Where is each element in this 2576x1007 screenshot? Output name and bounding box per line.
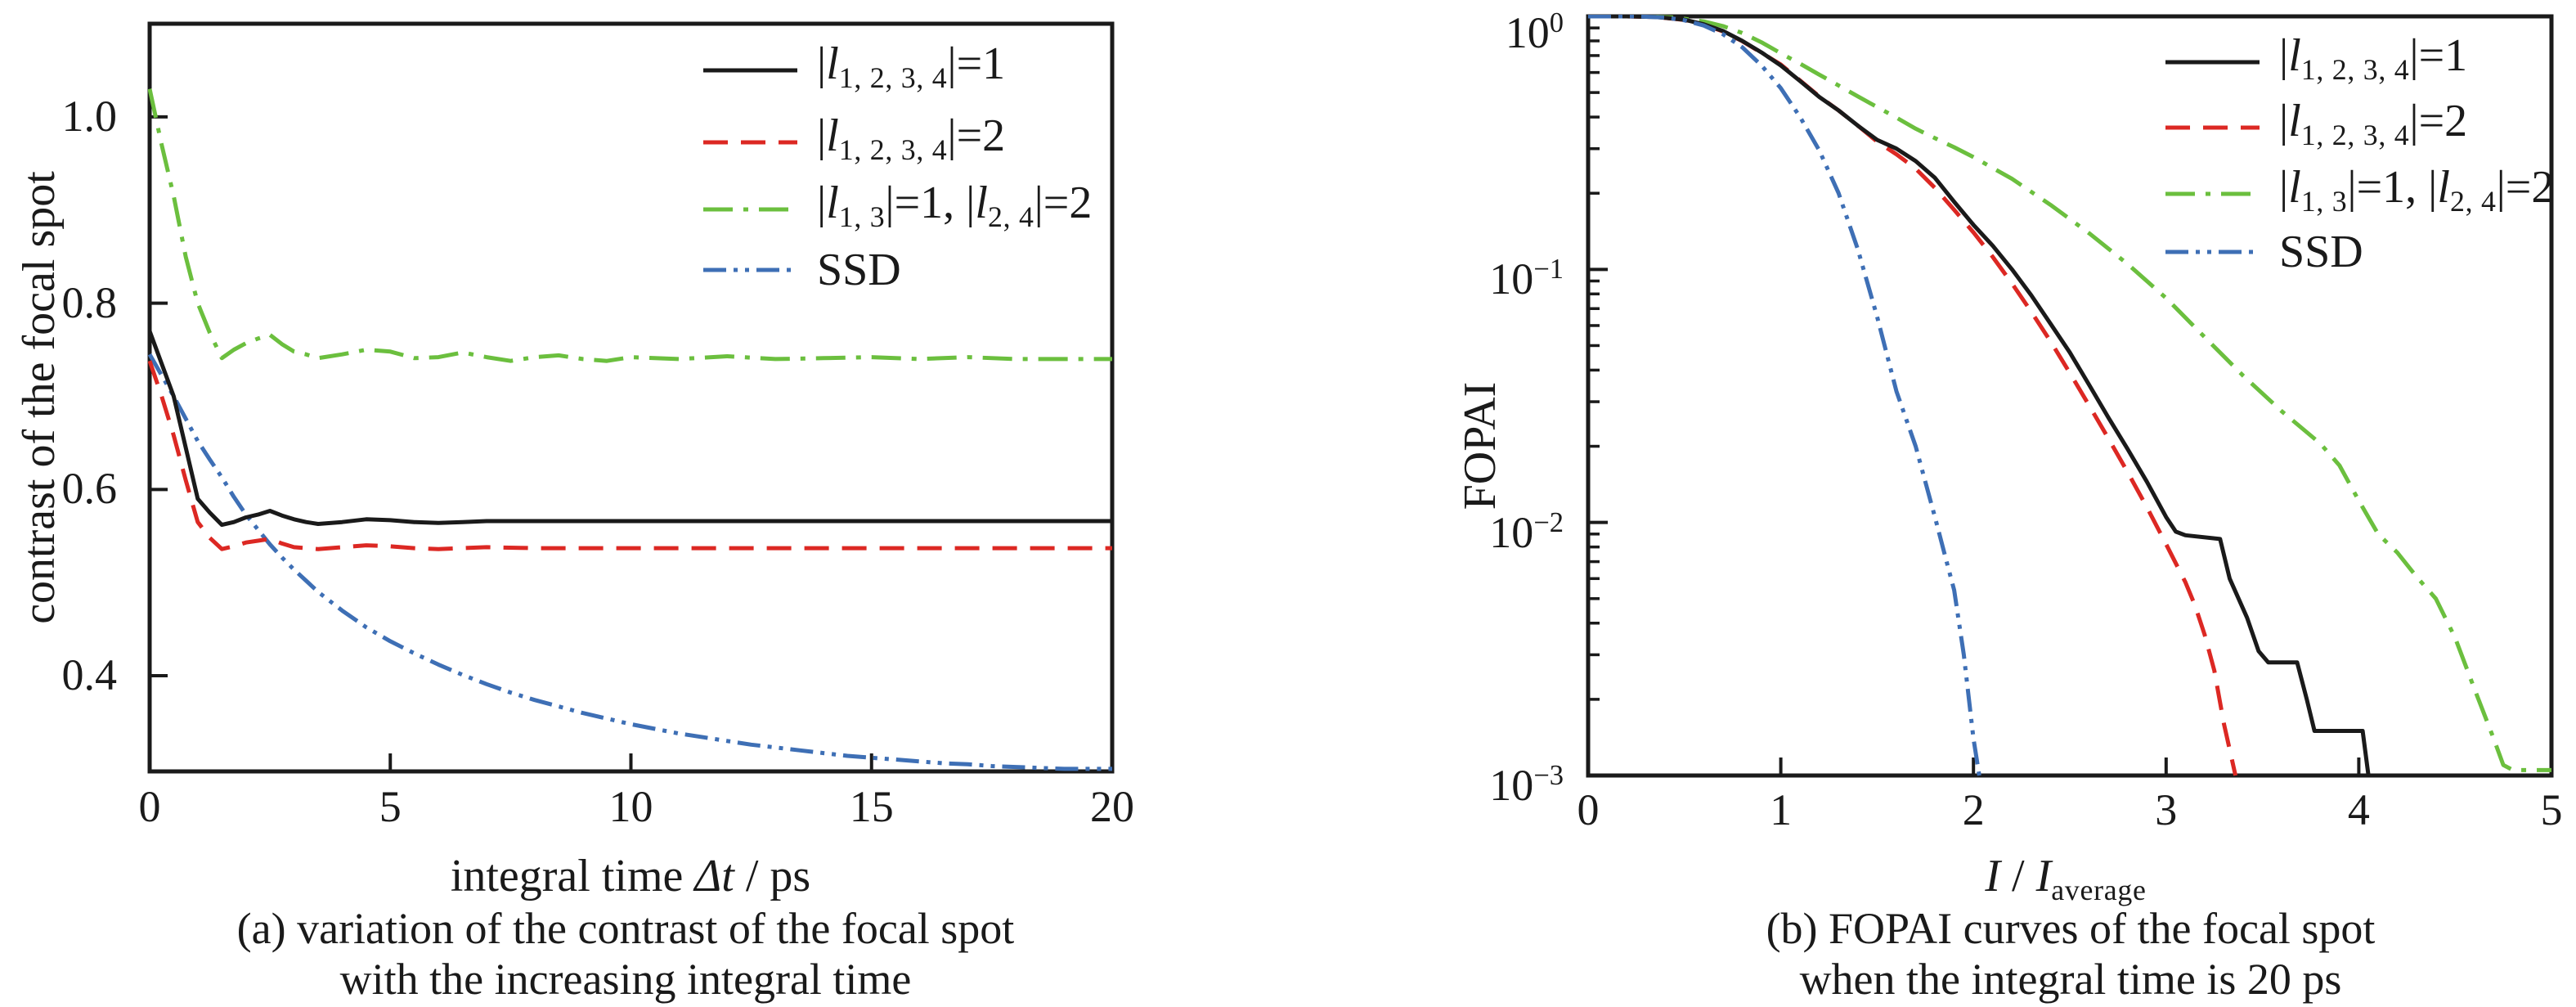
panel-a-xtick-label: 15 (849, 782, 894, 831)
legend-b-line-dashdot (2165, 191, 2260, 196)
legend-b-item-1: |l1, 2, 3, 4|=1 (2165, 32, 2467, 88)
legend-b-item-4: SSD (2165, 227, 2363, 277)
series-b-line2 (1588, 15, 2238, 776)
legend-b-label-4: SSD (2279, 227, 2363, 277)
panel-a-ytick-label: 0.8 (61, 278, 118, 327)
series-b-line1 (1588, 15, 2371, 776)
series-b-ssd (1588, 15, 1981, 776)
series-a-line1 (148, 330, 1112, 528)
legend-a-line-dashdot (703, 207, 797, 212)
legend-a-label-3: |l1, 3|=1, |l2, 4|=2 (817, 177, 1093, 233)
panel-a-xtick-label: 5 (379, 782, 402, 831)
panel-a-ytick-label: 0.6 (61, 464, 118, 513)
legend-a-label-2: |l1, 2, 3, 4|=2 (817, 110, 1006, 166)
legend-a-item-1: |l1, 2, 3, 4|=1 (703, 40, 1005, 96)
series-a-line3 (148, 88, 1112, 363)
legend-b-item-3: |l1, 3|=1, |l2, 4|=2 (2165, 164, 2554, 219)
panel-b-xtick-label: 1 (1770, 785, 1793, 834)
panel-b-ytick-label: 10−2 (1489, 507, 1564, 557)
legend-b-label-1: |l1, 2, 3, 4|=1 (2279, 29, 2468, 86)
legend-a-line-solid (703, 68, 797, 73)
panel-a-xlabel: integral time Δt / ps (450, 851, 811, 901)
panel-b-xtick-label: 2 (1962, 785, 1985, 834)
panel-a-ytick-label: 1.0 (61, 92, 118, 141)
legend-b-label-2: |l1, 2, 3, 4|=2 (2279, 95, 2468, 151)
series-a-line2 (148, 360, 1112, 551)
series-b-line3 (1588, 15, 2551, 772)
series-a-ssd (148, 353, 1112, 771)
legend-a-item-2: |l1, 2, 3, 4|=2 (703, 112, 1005, 168)
legend-a-item-3: |l1, 3|=1, |l2, 4|=2 (703, 179, 1092, 235)
panel-b-caption-line2: when the integral time is 20 ps (1799, 955, 2342, 1004)
legend-a-label-1: |l1, 2, 3, 4|=1 (817, 38, 1006, 94)
legend-a-item-4: SSD (703, 245, 901, 295)
legend-b-line-dashdotdot (2165, 250, 2260, 254)
panel-a-xtick-label: 0 (138, 782, 161, 831)
panel-b-xtick-label: 0 (1577, 785, 1600, 834)
panel-a-ylabel: contrast of the focal spot (14, 171, 65, 624)
panel-b-ytick-label: 10−1 (1489, 254, 1564, 303)
legend-b-label-3: |l1, 3|=1, |l2, 4|=2 (2279, 161, 2555, 218)
panel-b-xtick-label: 3 (2155, 785, 2178, 834)
panel-b-xtick-label: 5 (2540, 785, 2563, 834)
legend-a-label-4: SSD (817, 245, 901, 295)
panel-b-axes-box (1586, 14, 2554, 778)
panel-a-xtick-label: 10 (608, 782, 653, 831)
panel-b-ytick-label: 100 (1505, 7, 1564, 57)
legend-a-line-dashed (703, 140, 797, 145)
legend-b-item-2: |l1, 2, 3, 4|=2 (2165, 97, 2467, 153)
panel-b-xtick-label: 4 (2347, 785, 2370, 834)
legend-b-line-solid (2165, 60, 2260, 65)
panel-b-caption-line1: (b) FOPAI curves of the focal spot (1766, 904, 2376, 953)
panel-a-xtick-label: 20 (1090, 782, 1134, 831)
panel-a-caption-line1: (a) variation of the contrast of the foc… (236, 904, 1015, 953)
legend-b-line-dashed (2165, 125, 2260, 130)
panel-b-ylabel: FOPAI (1455, 381, 1506, 510)
panel-b-ytick-label: 10−3 (1489, 760, 1564, 810)
legend-a-line-dashdotdot (703, 267, 797, 272)
panel-b-xlabel: I / Iaverage (1985, 851, 2147, 906)
panel-a-ytick-label: 0.4 (61, 650, 118, 699)
panel-a-caption-line2: with the increasing integral time (339, 955, 912, 1004)
